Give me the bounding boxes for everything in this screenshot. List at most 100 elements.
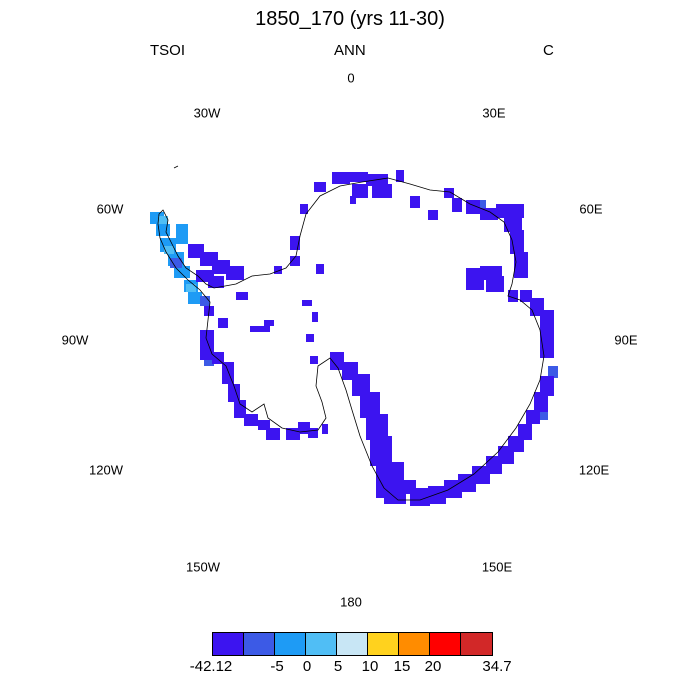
grid-cell xyxy=(302,300,312,306)
grid-cell xyxy=(466,268,484,290)
grid-cell xyxy=(212,352,224,364)
grid-cell xyxy=(508,290,518,302)
colorbar xyxy=(212,632,493,656)
plot-title: 1850_170 (yrs 11-30) xyxy=(255,8,445,30)
grid-cell xyxy=(540,310,554,358)
coastline xyxy=(157,165,545,501)
lon-label-180: 180 xyxy=(340,594,362,610)
grid-cell xyxy=(350,172,368,182)
data-cells xyxy=(150,170,558,506)
grid-cell xyxy=(308,428,318,438)
grid-cell xyxy=(244,414,258,426)
lon-label-90w: 90W xyxy=(61,332,89,348)
grid-cell xyxy=(366,414,388,440)
grid-cell xyxy=(530,298,544,316)
colorbar-box-6 xyxy=(368,633,399,655)
grid-cell xyxy=(518,424,532,440)
grid-cell xyxy=(514,252,528,278)
grid-cell xyxy=(444,188,454,198)
grid-cell xyxy=(520,290,532,302)
grid-cell xyxy=(290,256,300,266)
colorbar-label-min: -42.12 xyxy=(189,658,233,675)
grid-cell xyxy=(410,196,420,208)
grid-cell xyxy=(250,326,270,332)
grid-cell xyxy=(396,170,404,182)
lon-label-150e: 150E xyxy=(481,559,513,575)
grid-cell xyxy=(208,276,224,288)
grid-cell xyxy=(236,292,248,300)
grid-cell xyxy=(480,208,498,220)
grid-cell xyxy=(322,424,328,434)
lon-label-0: 0 xyxy=(347,70,355,86)
grid-cell xyxy=(534,392,548,412)
lon-label-90e: 90E xyxy=(614,332,638,348)
colorbar-box-9 xyxy=(461,633,492,655)
lon-label-60e: 60E xyxy=(579,201,603,217)
grid-cell xyxy=(266,428,280,440)
lon-label-120e: 120E xyxy=(578,462,610,478)
colorbar-box-5 xyxy=(337,633,368,655)
grid-cell xyxy=(312,312,318,322)
grid-cell xyxy=(540,376,554,396)
colorbar-box-4 xyxy=(306,633,337,655)
grid-cell xyxy=(176,224,188,244)
colorbar-box-1 xyxy=(213,633,244,655)
variable-label: TSOI xyxy=(150,42,186,59)
grid-cell xyxy=(410,488,430,506)
grid-cell xyxy=(258,420,270,430)
grid-cell xyxy=(332,172,350,184)
colorbar-label-tick: 15 xyxy=(393,658,411,675)
grid-cell xyxy=(472,466,490,484)
grid-cell xyxy=(186,284,196,292)
grid-cell xyxy=(300,204,308,214)
grid-cell xyxy=(264,320,274,326)
lon-label-150w: 150W xyxy=(186,559,220,575)
grid-cell xyxy=(372,184,392,198)
grid-cell xyxy=(274,266,282,274)
grid-cell xyxy=(384,494,406,504)
colorbar-label-tick: 5 xyxy=(333,658,343,675)
grid-cell xyxy=(350,196,356,204)
units-label: C xyxy=(543,42,554,59)
grid-cell xyxy=(226,266,244,280)
grid-cell xyxy=(428,486,446,504)
grid-cell xyxy=(352,184,368,198)
colorbar-box-2 xyxy=(244,633,275,655)
grid-cell xyxy=(164,246,174,254)
grid-cell xyxy=(526,410,540,424)
lon-label-60w: 60W xyxy=(96,201,124,217)
grid-cell xyxy=(234,400,246,418)
grid-cell xyxy=(360,392,380,418)
grid-cell xyxy=(486,276,504,292)
grid-cell xyxy=(316,264,324,274)
grid-cell xyxy=(428,210,438,220)
colorbar-box-3 xyxy=(275,633,306,655)
colorbar-label-tick: -5 xyxy=(270,658,284,675)
grid-cell xyxy=(548,366,558,378)
colorbar-label-tick: 0 xyxy=(302,658,312,675)
grid-cell xyxy=(286,428,300,440)
grid-cell xyxy=(458,474,476,492)
grid-cell xyxy=(314,182,326,192)
grid-cell xyxy=(174,266,190,278)
grid-cell xyxy=(212,260,230,274)
grid-cell xyxy=(352,374,370,396)
lon-label-120w: 120W xyxy=(89,462,123,478)
grid-cell xyxy=(188,292,202,304)
grid-cell xyxy=(476,200,486,208)
grid-cell xyxy=(310,356,318,364)
grid-cell xyxy=(218,318,228,328)
grid-cell xyxy=(204,356,214,366)
grid-cell xyxy=(504,216,522,232)
grid-cell xyxy=(200,296,210,306)
grid-cell xyxy=(370,436,392,466)
grid-cell xyxy=(306,334,314,342)
grid-cell xyxy=(200,330,214,360)
colorbar-box-7 xyxy=(399,633,430,655)
colorbar-label-tick: 20 xyxy=(424,658,442,675)
grid-cell xyxy=(540,410,548,420)
grid-cell xyxy=(170,258,182,268)
lon-label-30e: 30E xyxy=(482,105,506,121)
colorbar-label-max: 34.7 xyxy=(482,658,512,675)
